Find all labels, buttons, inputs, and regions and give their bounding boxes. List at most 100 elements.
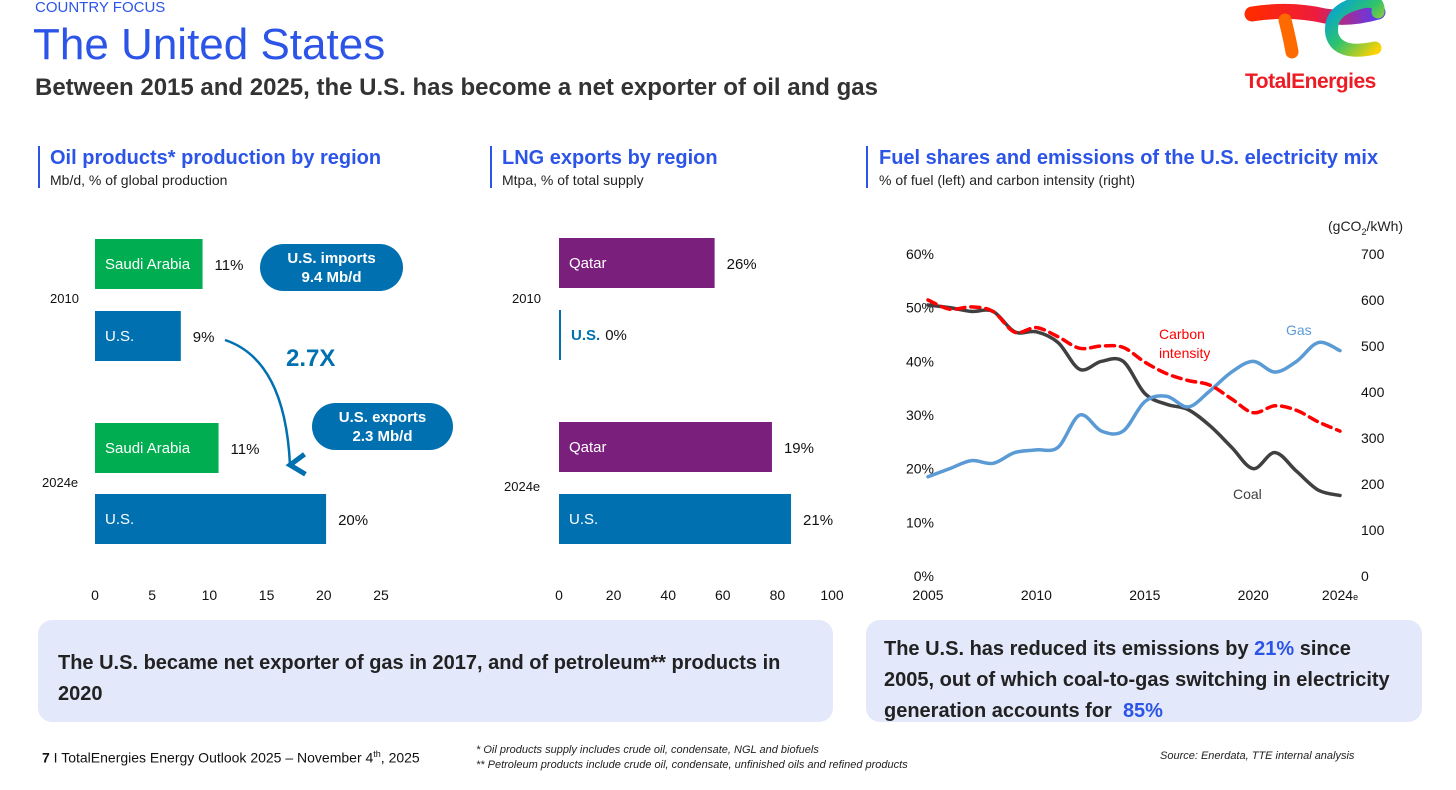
y-right-tick-label: 0 [1361,568,1369,584]
bar-label: U.S. [569,511,598,528]
series-line-gas [926,340,1342,479]
takeaway-box-left: The U.S. became net exporter of gas in 2… [38,620,833,722]
x-tick-label: 2024e [1322,587,1358,603]
carbon-intensity-label: Carbon [1159,326,1205,342]
takeaway-text: The U.S. became net exporter of gas in 2… [58,652,781,705]
bar [95,311,181,361]
section-subtitle-oil: Mb/d, % of global production [50,172,228,188]
takeaway-text: The U.S. has reduced its emissions by [884,638,1255,660]
us-imports-callout: U.S. imports 9.4 Mb/d [260,244,403,291]
section-title-oil: Oil products* production by region [50,147,382,169]
bar-value-label: 26% [727,256,757,273]
kicker: COUNTRY FOCUS [35,0,166,16]
callout-line: U.S. exports [338,408,427,426]
footnote-1: * Oil products supply includes crude oil… [476,744,819,756]
source-note: Source: Enerdata, TTE internal analysis [1160,750,1355,762]
x-tick-label: 20 [316,587,332,603]
page-title: The United States [33,20,386,69]
bar-value-label: 21% [803,512,833,529]
bar [559,494,792,544]
takeaway-text: since 2005, out of which coal-to-gas swi… [884,638,1390,722]
page-number: 7 [42,749,50,766]
carbon-intensity-label: intensity [1159,345,1210,361]
x-tick-label: 2015 [1129,587,1160,603]
y-right-tick-label: 500 [1361,338,1385,354]
bar-label: U.S. [105,511,134,528]
estimate-suffix: e [1353,592,1358,602]
footer-sup: th [373,749,381,759]
bar [95,423,219,473]
bar-value-label: 9% [193,329,215,346]
logo-mark-icon [1244,0,1386,59]
y-right-tick-label: 100 [1361,522,1385,538]
y-right-tick-label: 700 [1361,246,1385,262]
us-exports-callout: U.S. exports 2.3 Mb/d [312,403,453,450]
x-tick-label: 10 [202,587,218,603]
footnotes: * Oil products supply includes crude oil… [476,743,908,773]
bar-label: U.S. [571,327,600,344]
bar-value-label: 19% [784,440,814,457]
section-divider [490,146,492,188]
y-left-tick-label: 30% [906,407,934,423]
y-left-tick-label: 20% [906,461,934,477]
section-title-electricity: Fuel shares and emissions of the U.S. el… [879,147,1379,169]
x-tick-label: 40 [660,587,676,603]
totalenergies-logo: TotalEnergies [1240,0,1390,95]
y-left-tick-label: 10% [906,514,934,530]
bar-label: Qatar [569,439,607,456]
section-divider [866,146,868,188]
footer: 7 I TotalEnergies Energy Outlook 2025 – … [42,749,420,766]
bar [559,422,772,472]
section-subtitle-electricity: % of fuel (left) and carbon intensity (r… [879,172,1136,188]
bar-label: Saudi Arabia [105,440,191,457]
callout-line: U.S. imports [287,249,376,267]
x-tick-label: 15 [259,587,275,603]
bar-label: Qatar [569,255,607,272]
group-label: 2010 [50,291,79,306]
page-subtitle: Between 2015 and 2025, the U.S. has beco… [35,74,878,101]
bar [559,238,715,288]
right-axis-unit: (gCO2/kWh) [1328,218,1403,237]
x-tick-label: 80 [770,587,786,603]
x-tick-label: 2005 [912,587,943,603]
group-label: 2024e [504,479,540,494]
bar [95,494,327,544]
emissions-reduction-value: 21% [1254,638,1295,660]
group-label: 2010 [512,291,541,306]
x-tick-label: 2020 [1238,587,1269,603]
x-tick-label: 5 [148,587,156,603]
growth-arrow [224,338,307,477]
y-left-tick-label: 0% [914,568,934,584]
callout-value: 9.4 Mb/d [301,268,362,286]
bar-value-label: 11% [231,441,260,458]
series-line-coal [926,303,1342,498]
group-label: 2024e [42,475,78,490]
section-title-lng: LNG exports by region [502,147,718,169]
x-tick-label: 0 [555,587,563,603]
bar-value-label: 0% [605,327,627,344]
x-tick-label: 100 [820,587,844,603]
series-line-carbon-intensity [926,298,1342,433]
coal-label: Coal [1233,486,1262,502]
coal-to-gas-share-value: 85% [1122,700,1163,722]
y-right-tick-label: 600 [1361,292,1385,308]
bar-value-label: 11% [215,257,244,274]
footer-text: I TotalEnergies Energy Outlook 2025 – No… [49,749,374,766]
x-tick-label: 60 [715,587,731,603]
callout-value: 2.3 Mb/d [352,427,413,445]
bar-value-label: 20% [338,512,368,529]
multiplier-label: 2.7X [286,345,335,372]
y-right-tick-label: 200 [1361,476,1385,492]
x-tick-label: 20 [606,587,622,603]
bar [95,239,203,289]
takeaway-box-right: The U.S. has reduced its emissions by 21… [866,620,1422,722]
x-tick-label: 25 [373,587,389,603]
section-subtitle-lng: Mtpa, % of total supply [502,172,644,188]
y-right-tick-label: 300 [1361,430,1385,446]
bar-label: U.S. [105,328,134,345]
gas-label: Gas [1286,322,1312,338]
logo-wordmark: TotalEnergies [1245,70,1376,93]
y-left-tick-label: 60% [906,246,934,262]
footnote-2: ** Petroleum products include crude oil,… [476,759,908,771]
